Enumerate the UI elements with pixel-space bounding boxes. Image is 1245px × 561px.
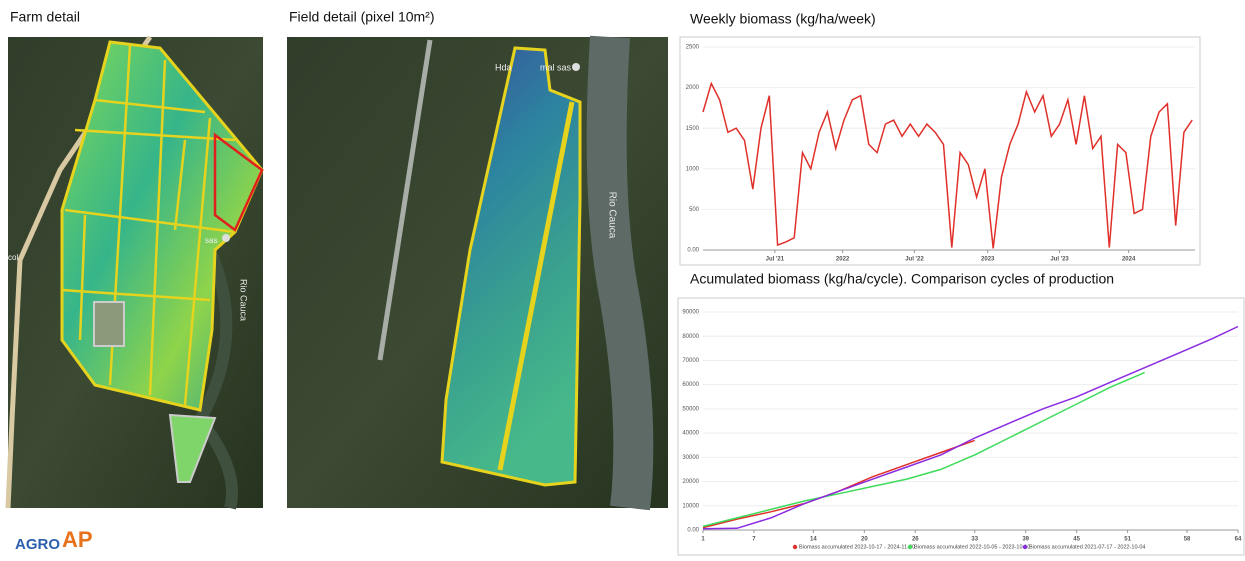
y-tick-label: 0.00 [687, 248, 699, 254]
x-tick-label: 2022 [836, 257, 850, 263]
logo-text: AP [62, 527, 93, 552]
x-tick-label: Jul '22 [905, 257, 924, 263]
y-tick-label: 2500 [686, 45, 700, 51]
y-tick-label: 90000 [682, 310, 699, 316]
y-tick-label: 40000 [682, 431, 699, 437]
map-label: col [8, 253, 18, 262]
page: { "panels": { "farm": {"title": "Farm de… [0, 0, 1245, 561]
map-label: Hda [495, 62, 512, 72]
legend-label: Biomass accumulated 2023-10-17 - 2024-11… [799, 544, 915, 550]
x-tick-label: 39 [1022, 537, 1029, 543]
x-tick-label: 33 [971, 537, 978, 543]
x-tick-label: 2023 [981, 257, 995, 263]
pin [572, 63, 580, 71]
y-tick-label: 30000 [682, 455, 699, 461]
y-tick-label: 1500 [686, 126, 700, 132]
x-tick-label: 20 [861, 537, 868, 543]
slide: Farm detail Rio Cauca sas col Field deta… [0, 0, 1245, 556]
y-tick-label: 0.00 [687, 528, 699, 534]
legend-label: Biomass accumulated 2021-07-17 - 2022-10… [1029, 544, 1146, 550]
map-label: Rio Cauca [239, 279, 249, 321]
y-tick-label: 50000 [682, 406, 699, 412]
legend-marker [1023, 545, 1027, 549]
y-tick-label: 2000 [686, 85, 700, 91]
panel-title: Farm detail [10, 9, 80, 25]
x-tick-label: 58 [1184, 537, 1191, 543]
y-tick-label: 80000 [682, 334, 699, 340]
legend-label: Biomass accumulated 2022-10-05 - 2023-10… [914, 544, 1031, 550]
map-label: Rio Cauca [606, 192, 617, 239]
x-tick-label: Jul '21 [766, 257, 785, 263]
x-tick-label: 14 [810, 537, 817, 543]
x-tick-label: 64 [1235, 537, 1242, 543]
y-tick-label: 500 [689, 207, 700, 213]
x-tick-label: 26 [912, 537, 919, 543]
x-tick-label: Jul '23 [1050, 257, 1069, 263]
map-label: mal sas [540, 62, 572, 72]
chart-title: Weekly biomass (kg/ha/week) [690, 11, 876, 27]
y-tick-label: 20000 [682, 479, 699, 485]
y-tick-label: 70000 [682, 358, 699, 364]
y-tick-label: 60000 [682, 382, 699, 388]
x-tick-label: 45 [1073, 537, 1080, 543]
logo-text: AGRO [15, 536, 60, 553]
map-label: sas [205, 236, 217, 245]
y-tick-label: 1000 [686, 166, 700, 172]
y-tick-label: 10000 [682, 503, 699, 509]
x-tick-label: 51 [1124, 537, 1131, 543]
chart-title: Acumulated biomass (kg/ha/cycle). Compar… [690, 271, 1114, 287]
legend-marker [793, 545, 797, 549]
panel-title: Field detail (pixel 10m²) [289, 9, 435, 25]
x-tick-label: 2024 [1122, 257, 1136, 263]
excluded-plot [94, 302, 124, 346]
pin [222, 234, 230, 242]
legend-marker [908, 545, 912, 549]
